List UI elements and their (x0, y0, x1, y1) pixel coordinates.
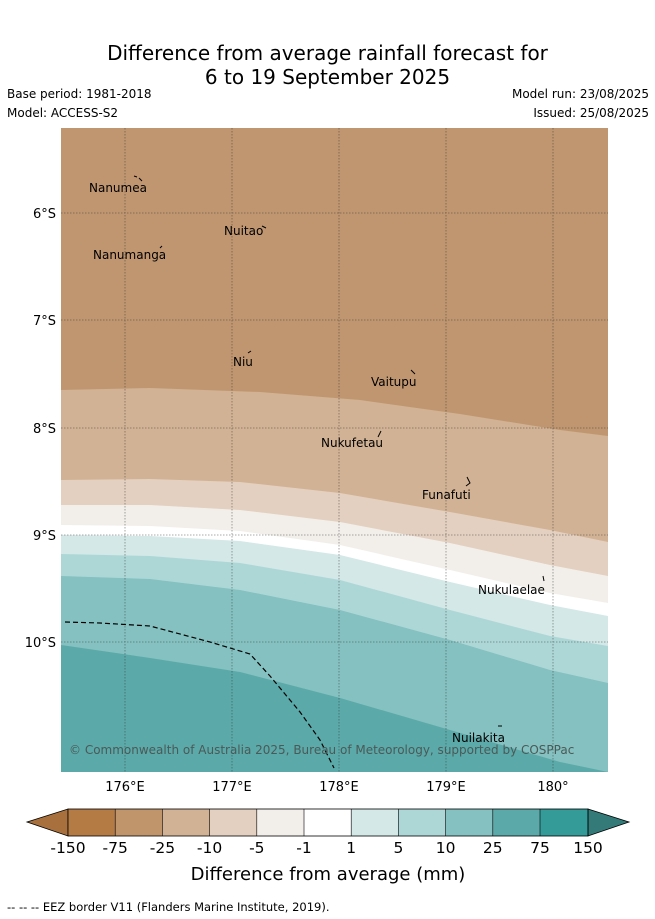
island-shapes (133, 175, 545, 727)
colorbar-tick-labels: -150 -75 -25 -10 -5 -1 1 5 10 25 75 150 (50, 839, 602, 857)
chart-title-line1: Difference from average rainfall forecas… (107, 41, 548, 65)
place-label: Nuilakita (452, 731, 505, 745)
lon-tick-label: 178°E (319, 780, 359, 795)
colorbar-tick-label: -75 (103, 839, 128, 857)
graticule (61, 128, 608, 772)
place-labels: Nanumea Nuitao Nanumanga Niu Vaitupu Nuk… (89, 181, 545, 745)
island-nanumanga (159, 245, 163, 249)
colorbar (25, 808, 631, 837)
lat-tick-label: 7°S (33, 314, 56, 329)
place-label: Nuitao (224, 224, 263, 238)
colorbar-tick-label: 25 (483, 839, 503, 857)
chart-title-line2: 6 to 19 September 2025 (204, 65, 451, 89)
island-nuitao (261, 225, 267, 229)
place-label: Nukulaelae (478, 583, 545, 597)
island-nanumea (133, 175, 143, 182)
colorbar-tick-label: -25 (150, 839, 175, 857)
lon-tick-label: 177°E (212, 780, 252, 795)
lat-tick-label: 8°S (33, 422, 56, 437)
colorbar-frame (67, 808, 589, 837)
issued-label: Issued: 25/08/2025 (533, 106, 649, 120)
colorbar-swatch (162, 809, 210, 836)
colorbar-tick-label: -150 (50, 839, 85, 857)
lon-tick-label: 176°E (105, 780, 145, 795)
eez-footnote: -- -- -- EEZ border V11 (Flanders Marine… (7, 900, 330, 914)
place-label: Niu (233, 355, 253, 369)
colorbar-tick-label: 1 (346, 839, 356, 857)
eez-border (64, 621, 335, 769)
longitude-labels: 176°E 177°E 178°E 179°E 180° (105, 780, 568, 795)
lat-tick-label: 10°S (25, 636, 56, 651)
colorbar-swatch (256, 809, 304, 836)
base-period-label: Base period: 1981-2018 (7, 87, 152, 101)
colorbar-tick-label: 10 (436, 839, 456, 857)
colorbar-swatch (115, 809, 163, 836)
colorbar-swatch (351, 809, 399, 836)
model-run-label: Model run: 23/08/2025 (511, 87, 649, 101)
latitude-labels: 6°S 7°S 8°S 9°S 10°S (25, 207, 56, 651)
place-label: Nukufetau (321, 436, 383, 450)
colorbar-swatch (492, 809, 540, 836)
colorbar-tick-label: 75 (530, 839, 550, 857)
colorbar-extend-high (587, 808, 631, 837)
island-nukulaelae (542, 575, 545, 582)
band-25-to-75 (61, 645, 608, 772)
colorbar-swatch (445, 809, 493, 836)
colorbar-title: Difference from average (mm) (191, 864, 466, 885)
colorbar-tick-label: 5 (393, 839, 403, 857)
colorbar-tick-label: -5 (249, 839, 264, 857)
colorbar-tick-label: -10 (197, 839, 222, 857)
lat-tick-label: 6°S (33, 207, 56, 222)
model-label: Model: ACCESS-S2 (7, 106, 119, 120)
colorbar-swatch (68, 809, 116, 836)
lon-tick-label: 179°E (426, 780, 466, 795)
island-niu (247, 350, 252, 354)
place-label: Nanumanga (93, 248, 166, 262)
colorbar-tick-label: 150 (573, 839, 603, 857)
island-funafuti (465, 476, 471, 487)
rainfall-map: Nanumea Nuitao Nanumanga Niu Vaitupu Nuk… (25, 128, 631, 885)
colorbar-swatch (304, 809, 352, 836)
island-nukufetau (377, 430, 382, 438)
colorbar-extend-low (25, 808, 69, 837)
lon-tick-label: 180° (537, 780, 568, 795)
colorbar-swatch (540, 809, 588, 836)
copyright-credit: © Commonwealth of Australia 2025, Bureau… (69, 743, 574, 757)
place-label: Vaitupu (371, 375, 417, 389)
place-label: Funafuti (422, 488, 471, 502)
colorbar-swatch (398, 809, 446, 836)
rainfall-bands (61, 128, 608, 772)
island-vaitupu (410, 369, 416, 375)
place-label: Nanumea (89, 181, 147, 195)
lat-tick-label: 9°S (33, 529, 56, 544)
colorbar-swatch (209, 809, 257, 836)
colorbar-tick-label: -1 (296, 839, 311, 857)
